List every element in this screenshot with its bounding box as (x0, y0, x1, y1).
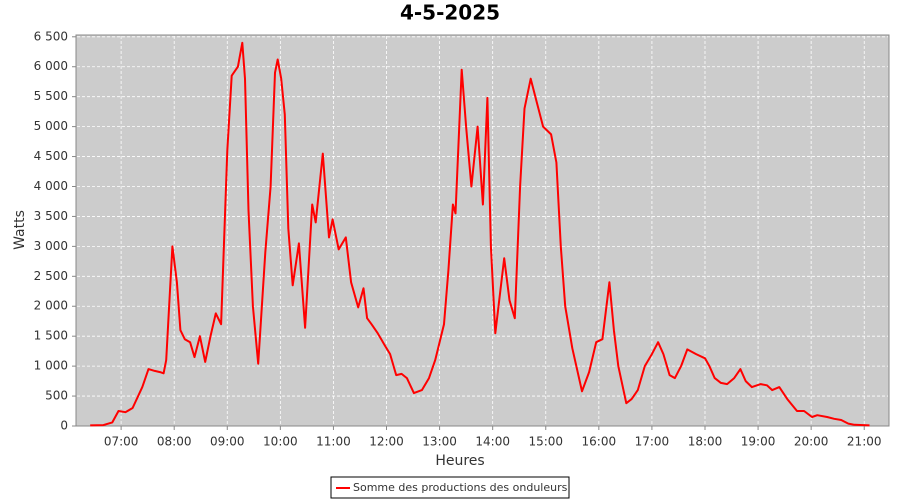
plot-area (75, 34, 890, 427)
y-tick-label: 500 (45, 389, 68, 403)
y-tick-label: 5 500 (34, 89, 68, 103)
x-tick-label: 19:00 (741, 435, 776, 449)
x-tick-label: 17:00 (635, 435, 670, 449)
x-tick-label: 16:00 (582, 435, 617, 449)
x-tick-label: 11:00 (316, 435, 351, 449)
y-tick-label: 3 500 (34, 209, 68, 223)
x-tick-label: 15:00 (528, 435, 563, 449)
legend-box (330, 476, 570, 499)
x-tick-label: 09:00 (210, 435, 245, 449)
x-tick-label: 21:00 (847, 435, 882, 449)
y-tick-label: 2 000 (34, 299, 68, 313)
x-tick-label: 14:00 (475, 435, 510, 449)
y-tick-label: 3 000 (34, 239, 68, 253)
chart-title: 4-5-2025 (400, 1, 500, 25)
x-tick-label: 12:00 (369, 435, 404, 449)
y-tick-label: 4 000 (34, 179, 68, 193)
x-tick-label: 18:00 (688, 435, 723, 449)
y-tick-label: 1 000 (34, 359, 68, 373)
y-tick-label: 6 500 (34, 29, 68, 43)
y-tick-label: 0 (60, 419, 68, 433)
x-axis-label: Heures (435, 453, 484, 469)
x-tick-label: 08:00 (157, 435, 192, 449)
x-tick-label: 07:00 (104, 435, 139, 449)
x-tick-label: 13:00 (422, 435, 457, 449)
legend-label: Somme des productions des onduleurs (353, 481, 568, 494)
y-tick-label: 6 000 (34, 59, 68, 73)
x-tick-label: 10:00 (263, 435, 298, 449)
y-tick-label: 2 500 (34, 269, 68, 283)
y-axis-label: Watts (12, 210, 28, 250)
y-tick-label: 5 000 (34, 119, 68, 133)
series-line (90, 41, 870, 427)
x-tick-label: 20:00 (794, 435, 829, 449)
y-tick-label: 1 500 (34, 329, 68, 343)
y-tick-label: 4 500 (34, 149, 68, 163)
